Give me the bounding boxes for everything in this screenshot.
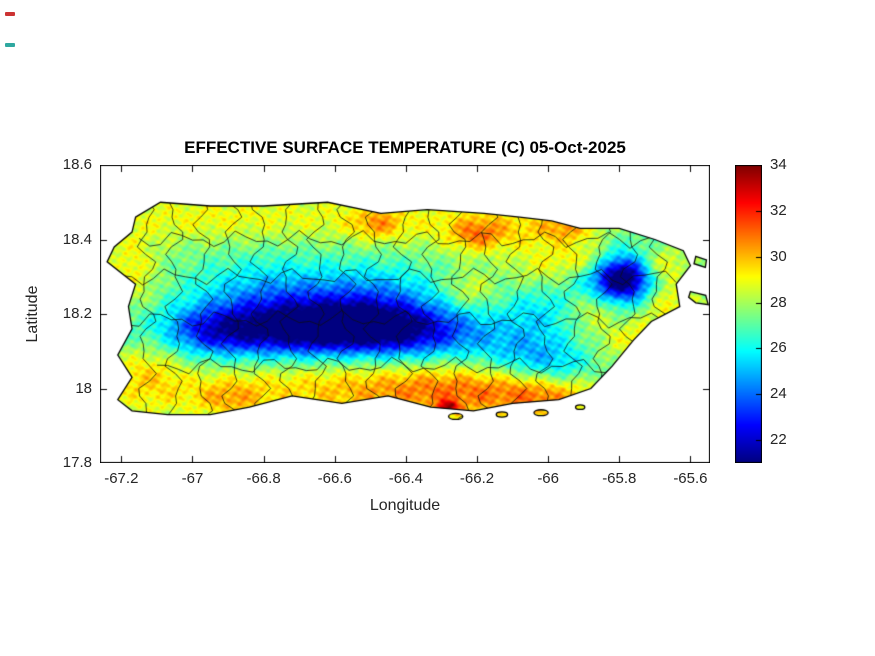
colorbar-tick-label: 30 <box>770 247 787 265</box>
x-tick-label: -66 <box>537 470 559 487</box>
y-tick-label: 18.6 <box>62 156 92 173</box>
x-tick-label: -66.6 <box>317 470 352 487</box>
screen-artifact-red <box>5 12 15 16</box>
x-tick-label: -66.4 <box>388 470 423 487</box>
x-tick-label: -66.8 <box>246 470 281 487</box>
y-tick-label: 17.8 <box>62 454 92 471</box>
x-tick-label: -67 <box>181 470 204 487</box>
x-tick-label: -65.8 <box>602 470 637 487</box>
x-tick-label: -66.2 <box>459 470 495 487</box>
colorbar-tick-label: 26 <box>770 339 787 357</box>
colorbar-tick-label: 32 <box>770 201 787 219</box>
colorbar-tick-label: 34 <box>770 156 787 173</box>
colorbar <box>735 165 762 463</box>
temperature-map-canvas <box>100 165 710 463</box>
colorbar-tick-label: 24 <box>770 385 787 403</box>
x-tick-label: -67.2 <box>104 470 139 487</box>
y-tick-label: 18.4 <box>62 230 92 248</box>
x-axis-label: Longitude <box>369 497 441 514</box>
colorbar-tick-label: 28 <box>770 293 787 311</box>
colorbar-tick-label: 22 <box>770 431 787 449</box>
screen-artifact-teal <box>5 43 15 47</box>
x-tick-label: -65.6 <box>673 470 708 487</box>
plot-title: EFFECTIVE SURFACE TEMPERATURE (C) 05-Oct… <box>184 138 626 157</box>
y-tick-label: 18.2 <box>62 305 92 322</box>
y-tick-label: 18 <box>75 379 92 397</box>
